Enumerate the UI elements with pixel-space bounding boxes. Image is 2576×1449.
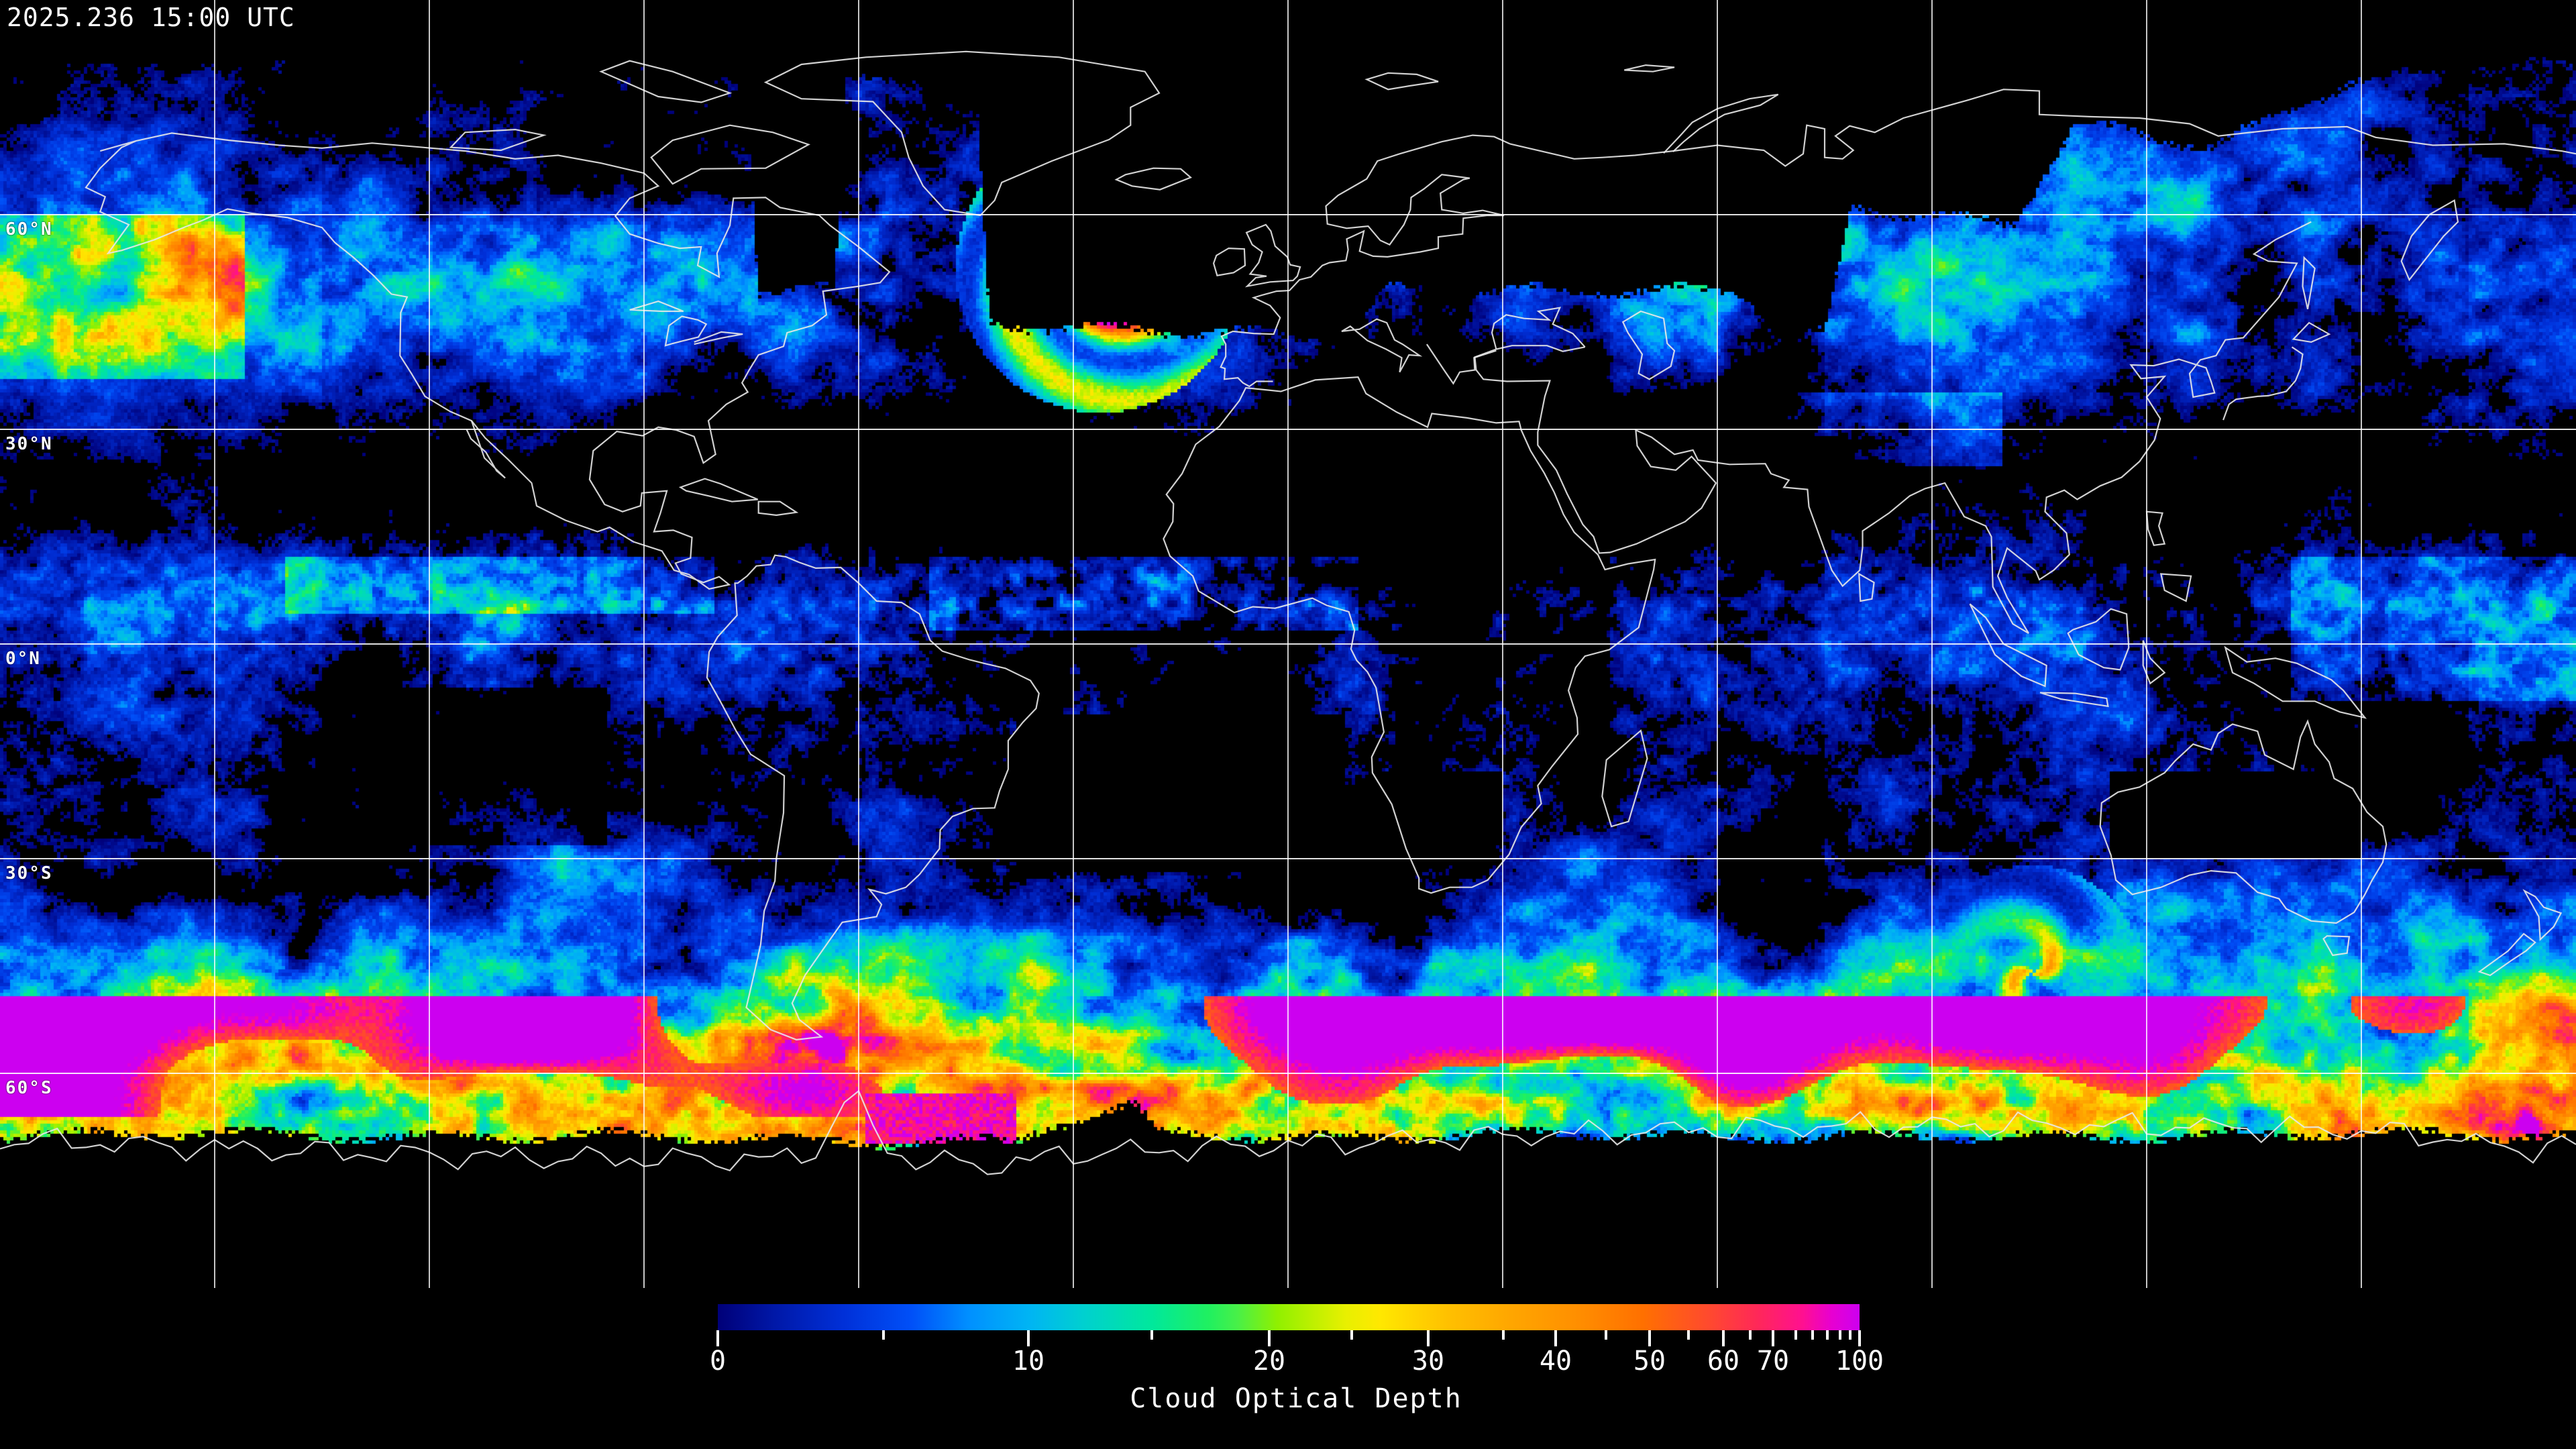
colorbar-tick-label: 100 <box>1835 1346 1884 1377</box>
world-map: 60°N 30°N 0°N 30°S 60°S 2025.236 15:00 UTC <box>0 0 2576 1288</box>
coastline-sumatra <box>1969 603 2047 688</box>
colorbar-tick <box>1350 1330 1353 1340</box>
colorbar-tick <box>1722 1330 1725 1346</box>
colorbar-tick <box>1605 1330 1607 1340</box>
timestamp-label: 2025.236 15:00 UTC <box>7 3 295 32</box>
colorbar-tick-label: 30 <box>1411 1346 1445 1377</box>
coastline-europe <box>1220 134 1511 388</box>
coastline-cuba <box>678 478 759 502</box>
colorbar-tick <box>1794 1330 1797 1340</box>
colorbar-tick <box>1839 1330 1841 1340</box>
coastline-hokkaido <box>2292 321 2331 343</box>
colorbar-tick <box>882 1330 885 1340</box>
latitude-gridline <box>0 643 2576 645</box>
colorbar: 0 10 20 30 40 50 60 70 100 Cloud Optical Depth <box>710 1304 1884 1449</box>
coastline-mindanao <box>2159 573 2192 602</box>
colorbar-tick <box>1502 1330 1505 1340</box>
coastline-africa <box>1163 376 1656 894</box>
latitude-label: 60°N <box>5 219 53 239</box>
coastline-black-sea-north <box>1491 307 1586 350</box>
colorbar-tick <box>1687 1330 1690 1340</box>
latitude-label: 30°N <box>5 434 53 454</box>
coastline-svalbard <box>1364 72 1439 91</box>
latitude-label: 60°S <box>5 1078 53 1098</box>
coastline-victoria-island <box>449 128 547 152</box>
coastline-borneo <box>2067 608 2130 671</box>
colorbar-tick <box>1150 1330 1153 1340</box>
coastline-north-america <box>85 132 891 590</box>
colorbar-tick <box>1811 1330 1814 1340</box>
latitude-gridline <box>0 429 2576 430</box>
coastline-siberia-arctic <box>1509 89 2576 167</box>
coastline-sulawesi <box>2142 640 2166 685</box>
coastline-japan <box>2222 346 2304 421</box>
coastline-uk <box>1244 223 1301 288</box>
coastline-south-america <box>706 554 1040 1041</box>
colorbar-tick <box>1027 1330 1030 1346</box>
colorbar-tick-label: 20 <box>1252 1346 1286 1377</box>
coastline-baja <box>466 420 506 479</box>
colorbar-tick <box>1554 1330 1557 1346</box>
coastline-sri-lanka <box>1858 572 1875 602</box>
coastline-novaya-zemlya <box>1663 93 1779 154</box>
colorbar-tick <box>716 1330 719 1346</box>
latitude-gridline <box>0 858 2576 859</box>
coastline-luzon <box>2145 511 2166 547</box>
colorbar-tick-label: 10 <box>1012 1346 1045 1377</box>
coastline-greece <box>1426 343 1497 385</box>
colorbar-tick <box>1648 1330 1651 1346</box>
coastline-new-guinea <box>2224 645 2367 719</box>
coastline-franz-josef <box>1624 64 1675 72</box>
colorbar-tick-label: 50 <box>1633 1346 1666 1377</box>
coastline-ellesmere <box>599 60 733 103</box>
coastline-java <box>2039 692 2109 708</box>
coastline-lake-michigan-huron <box>664 315 708 347</box>
colorbar-tick-label: 60 <box>1707 1346 1740 1377</box>
coastline-caspian-sea <box>1621 310 1676 380</box>
colorbar-tick-label: 0 <box>709 1346 727 1377</box>
latitude-label: 0°N <box>5 649 41 669</box>
coastline-lake-erie-ontario <box>694 331 743 345</box>
colorbar-tick <box>1858 1330 1861 1346</box>
coastline-kamchatka <box>2400 199 2459 282</box>
coastline-italy <box>1341 318 1423 373</box>
colorbar-tick <box>1772 1330 1774 1346</box>
coastline-nz-north <box>2522 889 2563 941</box>
coastline-baffin <box>650 124 811 185</box>
coastline-asia-east-south <box>1474 221 2312 634</box>
coastline-greenland <box>763 50 1161 217</box>
latitude-gridline <box>0 1073 2576 1074</box>
coastline-australia <box>2099 719 2387 924</box>
coastline-hispaniola <box>757 500 799 517</box>
colorbar-tick-label: 70 <box>1756 1346 1790 1377</box>
coastline-lake-superior <box>629 300 684 313</box>
coastline-iceland <box>1114 167 1192 191</box>
colorbar-title: Cloud Optical Depth <box>1130 1383 1462 1414</box>
colorbar-tick <box>1749 1330 1752 1340</box>
coastline-madagascar <box>1601 729 1648 828</box>
colorbar-gradient <box>718 1304 1860 1330</box>
coastline-sakhalin <box>2302 256 2316 310</box>
colorbar-tick <box>1849 1330 1851 1340</box>
coastline-tasmania <box>2322 935 2351 957</box>
latitude-gridline <box>0 214 2576 215</box>
coastline-nz-south <box>2477 932 2536 977</box>
colorbar-tick <box>1268 1330 1271 1346</box>
colorbar-region: 0 10 20 30 40 50 60 70 100 Cloud Optical Depth <box>0 1288 2576 1449</box>
colorbar-tick-label: 40 <box>1539 1346 1572 1377</box>
colorbar-tick <box>1427 1330 1430 1346</box>
coastline-ireland <box>1212 247 1246 276</box>
latitude-label: 30°S <box>5 863 53 883</box>
colorbar-tick <box>1826 1330 1829 1340</box>
